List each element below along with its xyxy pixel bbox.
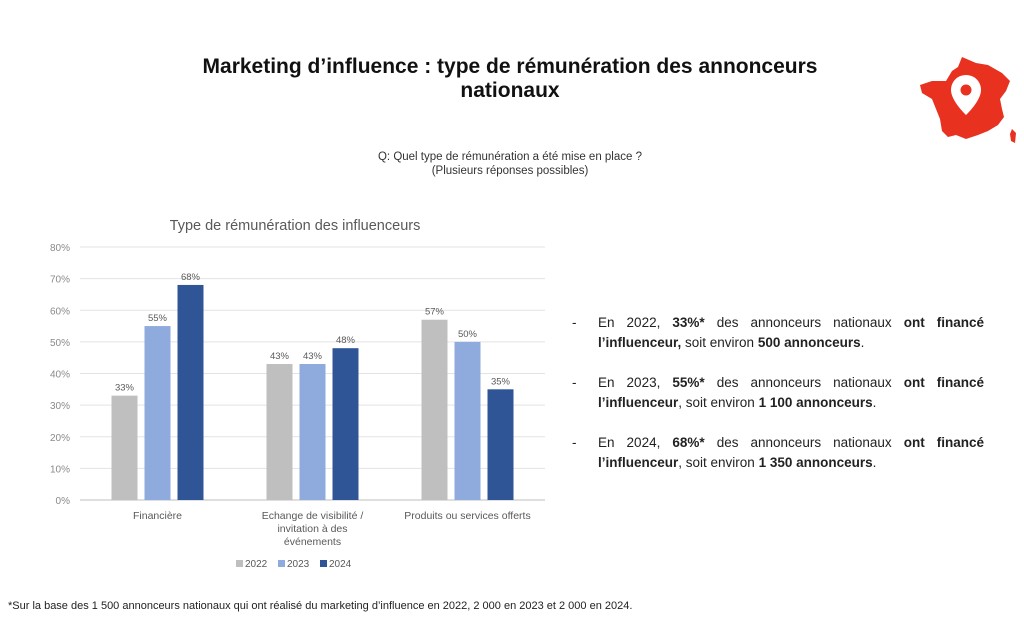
bullet-dash: - — [572, 375, 577, 390]
y-tick-label: 60% — [50, 306, 70, 317]
category-label: Echange de visibilité / — [262, 510, 364, 522]
finding-text: En 2022, 33%* des annonceurs nationaux o… — [598, 315, 984, 350]
key-findings-list: - En 2022, 33%* des annonceurs nationaux… — [572, 313, 984, 493]
data-label: 43% — [303, 351, 323, 362]
finding-text: En 2024, 68%* des annonceurs nationaux o… — [598, 435, 984, 470]
map-corsica-shape — [1010, 129, 1016, 143]
bullet-dash: - — [572, 435, 577, 450]
legend-label: 2022 — [245, 559, 268, 570]
category-label: invitation à des — [277, 523, 347, 535]
finding-2024: - En 2024, 68%* des annonceurs nationaux… — [572, 433, 984, 473]
legend-swatch-2022 — [236, 560, 243, 567]
y-tick-label: 0% — [56, 496, 71, 507]
chart-title: Type de rémunération des influenceurs — [170, 218, 421, 234]
page-title-line-1: Marketing d’influence : type de rémunéra… — [202, 55, 818, 78]
y-tick-label: 80% — [50, 243, 70, 254]
finding-2022: - En 2022, 33%* des annonceurs nationaux… — [572, 313, 984, 353]
survey-question: Q: Quel type de rémunération a été mise … — [300, 150, 720, 178]
bar-2022 — [421, 319, 448, 500]
data-label: 43% — [270, 351, 290, 362]
y-tick-label: 20% — [50, 433, 70, 444]
y-tick-label: 50% — [50, 338, 70, 349]
data-label: 55% — [148, 313, 168, 324]
bar-2024 — [487, 389, 514, 500]
bar-2023 — [454, 341, 481, 500]
data-label: 57% — [425, 307, 445, 318]
data-label: 68% — [181, 272, 201, 283]
data-label: 48% — [336, 335, 356, 346]
map-location-pin-dot — [960, 84, 972, 96]
legend-swatch-2023 — [278, 560, 285, 567]
bar-2024 — [177, 284, 204, 500]
bar-2023 — [144, 326, 171, 500]
bar-2022 — [266, 364, 293, 500]
bar-2023 — [299, 364, 326, 500]
bullet-dash: - — [572, 315, 577, 330]
category-label: événements — [284, 536, 341, 548]
remuneration-bar-chart: Type de rémunération des influenceurs 0% 1… — [50, 218, 545, 570]
data-label: 35% — [491, 376, 511, 387]
legend-swatch-2024 — [320, 560, 327, 567]
page-title-line-2: nationaux — [460, 79, 560, 102]
survey-question-note: (Plusieurs réponses possibles) — [431, 165, 589, 177]
footnote: *Sur la base des 1 500 annonceurs nation… — [8, 600, 633, 612]
y-tick-label: 30% — [50, 401, 70, 412]
france-map-location-pin-icon — [920, 57, 1016, 143]
survey-question-text: Q: Quel type de rémunération a été mise … — [377, 151, 642, 163]
y-tick-label: 40% — [50, 370, 70, 381]
finding-2023: - En 2023, 55%* des annonceurs nationaux… — [572, 373, 984, 413]
legend-label: 2024 — [329, 559, 352, 570]
data-label: 50% — [458, 329, 478, 340]
finding-text: En 2023, 55%* des annonceurs nationaux o… — [598, 375, 984, 410]
y-tick-label: 70% — [50, 275, 70, 286]
data-label: 33% — [115, 383, 135, 394]
y-tick-label: 10% — [50, 464, 70, 475]
page-title: Marketing d’influence : type de rémunéra… — [150, 55, 870, 103]
bar-2024 — [332, 348, 359, 500]
bar-2022 — [111, 395, 138, 500]
category-label: Produits ou services offerts — [404, 510, 530, 522]
category-label: Financière — [133, 510, 182, 522]
legend-label: 2023 — [287, 559, 310, 570]
